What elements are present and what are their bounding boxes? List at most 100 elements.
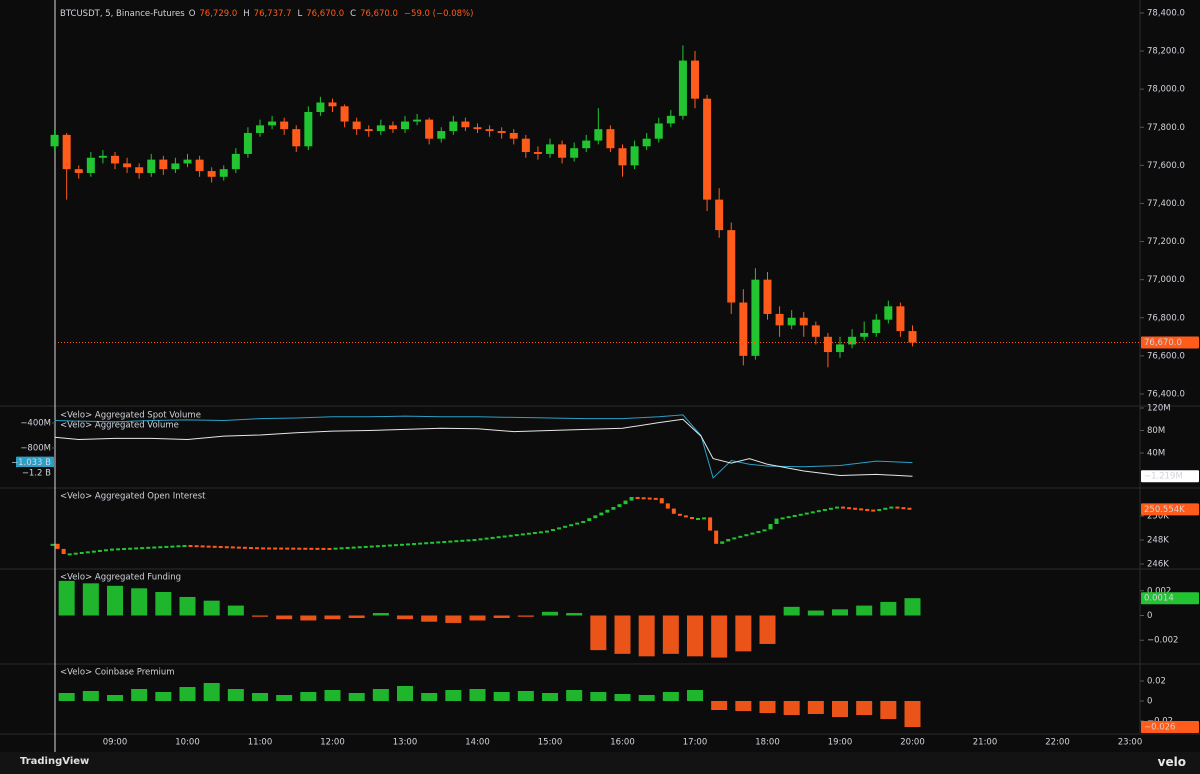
- y-tick-label: 76,400.0: [1147, 389, 1185, 399]
- histogram-bar: [324, 615, 341, 620]
- y-tick-label: 250K: [1147, 511, 1169, 521]
- candle-body: [582, 140, 591, 149]
- oi-block: [297, 547, 302, 550]
- oi-block: [762, 529, 767, 532]
- oi-block: [230, 546, 235, 549]
- candle-body: [449, 121, 458, 132]
- oi-block: [653, 497, 658, 500]
- value-tag-label: 0.0014: [1144, 594, 1174, 604]
- y-tick-label: 80M: [1147, 426, 1165, 436]
- histogram-bar: [493, 615, 510, 618]
- histogram-bar: [421, 615, 438, 622]
- histogram-bar: [82, 691, 99, 701]
- histogram-bar: [397, 686, 413, 701]
- candle-body: [401, 121, 409, 130]
- candle-body: [243, 132, 252, 154]
- y-tick-label: 77,000.0: [1147, 275, 1185, 285]
- candle-body: [86, 157, 95, 173]
- histogram-bar: [469, 615, 486, 621]
- oi-block: [732, 537, 737, 540]
- velo-logo[interactable]: velo: [1157, 755, 1186, 769]
- histogram-bar: [445, 615, 462, 623]
- tradingview-logo[interactable]: TradingView: [20, 756, 90, 767]
- histogram-bar: [203, 600, 220, 616]
- candle-body: [256, 125, 264, 133]
- oi-block: [641, 497, 646, 500]
- oi-block: [575, 522, 580, 525]
- histogram-bar: [300, 615, 317, 621]
- pane-title: <Velo> Aggregated Open Interest: [60, 492, 206, 502]
- oi-block: [611, 506, 616, 510]
- oi-block: [128, 547, 133, 550]
- candle-body: [799, 317, 808, 326]
- value-tag: [1141, 721, 1199, 733]
- candle-body: [135, 167, 144, 173]
- candle-body: [364, 129, 373, 132]
- candle-body: [292, 129, 301, 147]
- oi-block: [146, 546, 151, 549]
- oi-block: [895, 506, 900, 509]
- series-line: [54, 418, 913, 477]
- candle-body: [896, 306, 905, 332]
- oi-block: [804, 512, 809, 515]
- oi-block: [327, 547, 332, 550]
- y-tick-label: 77,200.0: [1147, 237, 1185, 247]
- candle-body: [413, 119, 422, 122]
- y-tick-label: 248K: [1147, 536, 1169, 546]
- histogram-bar: [300, 692, 317, 701]
- oi-block: [538, 531, 543, 534]
- oi-block: [315, 547, 320, 550]
- oi-block: [176, 545, 181, 548]
- candle-body: [352, 121, 361, 130]
- x-tick-label: 10:00: [175, 738, 200, 748]
- candle-body: [860, 332, 869, 337]
- oi-block: [557, 527, 562, 530]
- y2-tick-label: −800M: [20, 444, 51, 454]
- candle-body: [521, 138, 530, 153]
- oi-block: [865, 508, 870, 511]
- histogram-bar: [856, 701, 873, 715]
- histogram-bar: [542, 693, 558, 701]
- oi-block: [387, 544, 392, 547]
- oi-block: [212, 545, 217, 548]
- ohlc-value: 76,670.0: [306, 9, 345, 19]
- series-title: <Velo> Aggregated Spot Volume: [60, 411, 201, 421]
- oi-block: [671, 508, 676, 514]
- value-tag: [1141, 470, 1199, 483]
- histogram-bar: [227, 605, 244, 616]
- candle-body: [654, 123, 663, 139]
- candle-body: [159, 159, 168, 170]
- candle-body: [328, 102, 337, 107]
- oi-block: [116, 548, 121, 551]
- pane-title: <Velo> Coinbase Premium: [60, 668, 175, 678]
- oi-block: [744, 534, 749, 537]
- oi-block: [587, 518, 592, 521]
- oi-block: [218, 546, 223, 549]
- oi-block: [822, 508, 827, 511]
- oi-block: [484, 537, 489, 540]
- candle-body: [219, 169, 228, 177]
- oi-block: [526, 532, 531, 535]
- oi-block: [103, 549, 108, 552]
- histogram-bar: [735, 701, 752, 711]
- histogram-bar: [880, 601, 897, 616]
- ohlc-key: H: [243, 9, 250, 19]
- oi-block: [847, 507, 852, 510]
- candle-body: [231, 153, 240, 170]
- oi-block: [454, 540, 459, 543]
- oi-block: [321, 547, 326, 550]
- candle-body: [787, 317, 796, 326]
- histogram-bar: [131, 689, 148, 701]
- oi-block: [738, 535, 743, 538]
- oi-block: [224, 546, 229, 549]
- oi-block: [206, 545, 211, 548]
- oi-block: [810, 511, 815, 514]
- histogram-bar: [155, 592, 172, 616]
- y-tick-label: 0.02: [1147, 677, 1166, 687]
- x-tick-label: 09:00: [103, 738, 128, 748]
- histogram-bar: [638, 615, 655, 657]
- histogram-bar: [832, 701, 848, 717]
- x-tick-label: 22:00: [1045, 738, 1070, 748]
- series-title: <Velo> Aggregated Volume: [60, 421, 179, 431]
